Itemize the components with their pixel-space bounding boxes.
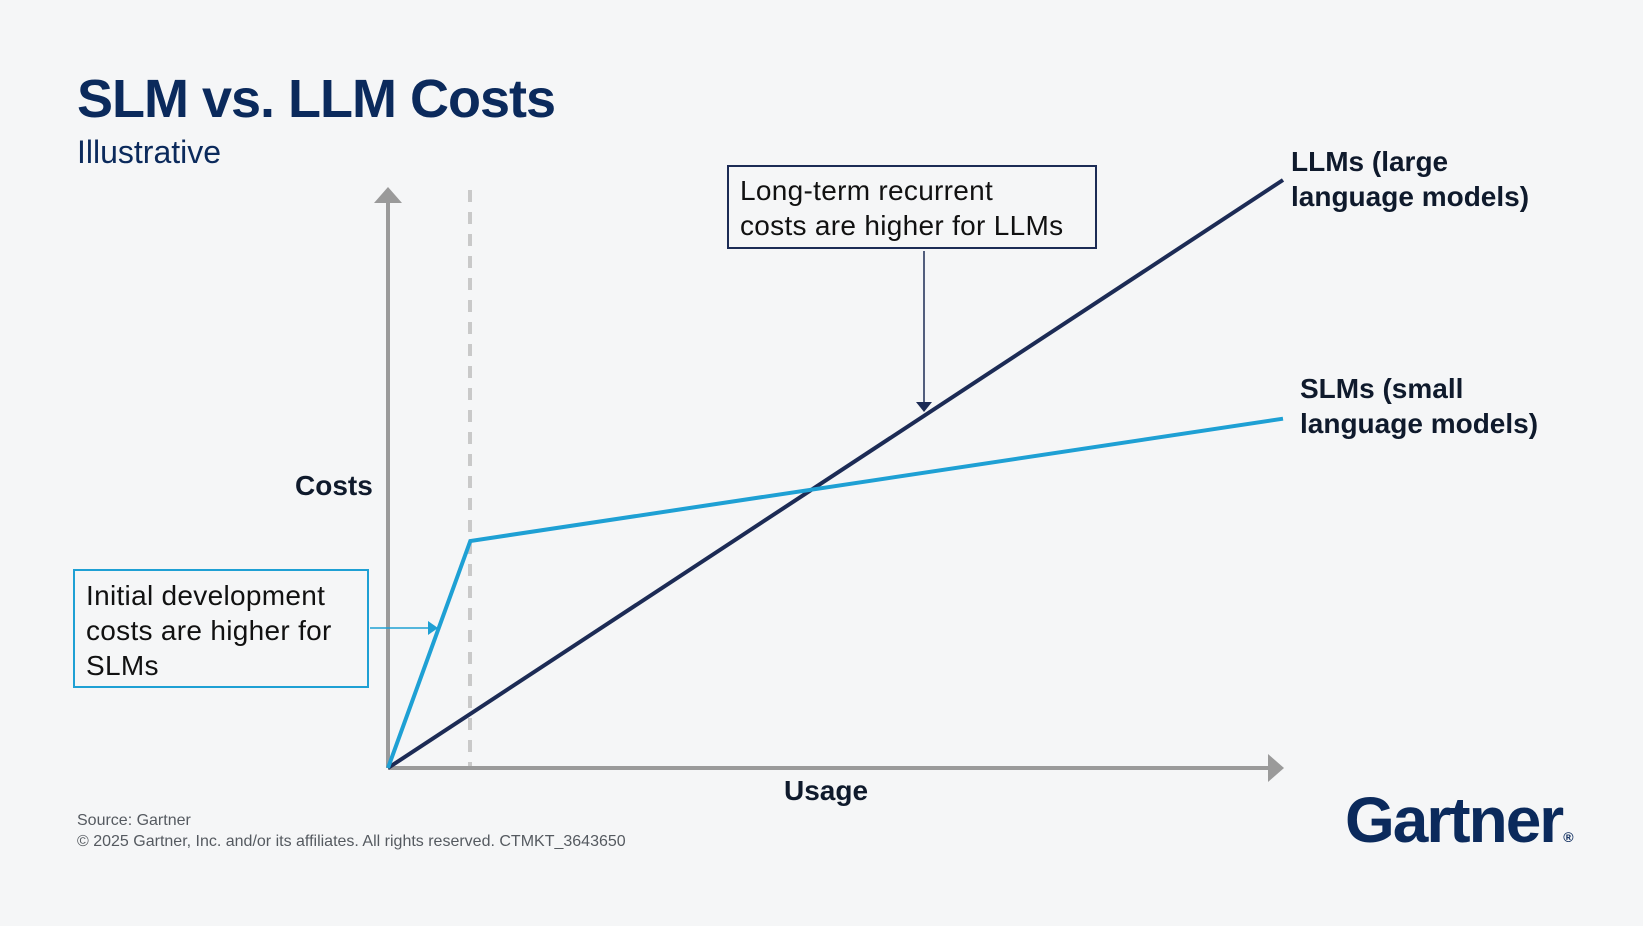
- x-axis-title: Usage: [784, 775, 869, 806]
- logo-mark: ®: [1563, 829, 1574, 845]
- source-note: Source: Gartner: [77, 812, 191, 829]
- legend-slm: SLMs (small language models): [1300, 371, 1538, 441]
- series-line-slm: [386, 416, 1284, 769]
- callout-slm-line3: SLMs: [86, 650, 159, 681]
- callout-slm-line1: Initial development: [86, 580, 326, 611]
- series-layer: [386, 178, 1285, 770]
- legend-llm-line1: LLMs (large: [1291, 146, 1449, 177]
- logo-text: Gartner: [1345, 784, 1564, 856]
- chart-subtitle: Illustrative: [77, 134, 222, 170]
- callout-llm-recurrent-costs: Long-term recurrent costs are higher for…: [727, 165, 1097, 249]
- x-axis-arrow: [1268, 754, 1284, 782]
- legend-slm-line1: SLMs (small: [1300, 373, 1464, 404]
- y-axis-title: Costs: [295, 470, 373, 501]
- callout-slm-initial-costs: Initial development costs are higher for…: [73, 569, 369, 688]
- callout-slm-line2: costs are higher for: [86, 615, 332, 646]
- legend-llm-line2: language models): [1291, 181, 1530, 212]
- gartner-logo: Gartner®: [1345, 783, 1574, 857]
- copyright-note: © 2025 Gartner, Inc. and/or its affiliat…: [77, 833, 626, 850]
- callout-slm-arrowhead: [428, 621, 438, 635]
- callout-llm-arrowhead: [916, 402, 932, 412]
- callout-llm-line2: costs are higher for LLMs: [740, 210, 1064, 241]
- series-line-llm: [386, 178, 1285, 770]
- chart-title: SLM vs. LLM Costs: [77, 69, 556, 129]
- legend-slm-line2: language models): [1300, 408, 1539, 439]
- callout-llm-line1: Long-term recurrent: [740, 175, 994, 206]
- y-axis-arrow: [374, 187, 402, 203]
- legend-llm: LLMs (large language models): [1291, 144, 1529, 214]
